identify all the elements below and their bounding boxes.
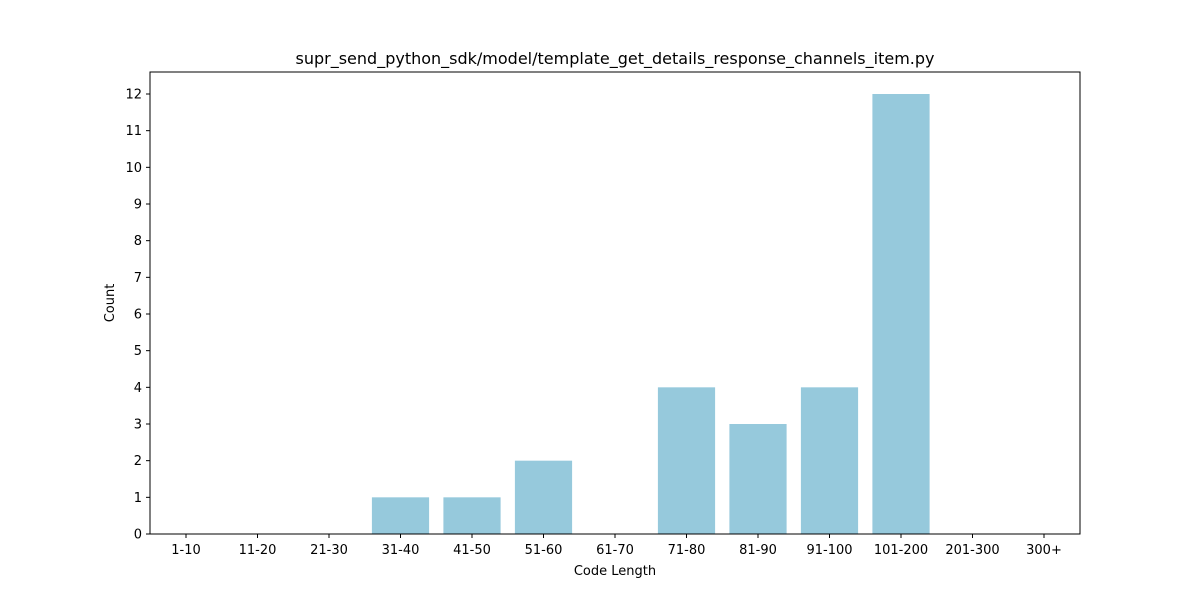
plot-frame (149, 71, 1081, 535)
y-tick-label: 6 (134, 308, 142, 323)
y-axis-label: Count (103, 284, 118, 323)
y-tick-label: 3 (134, 418, 142, 433)
bar-31-40 (371, 497, 430, 534)
y-tick-label: 12 (125, 88, 142, 103)
x-tick-label: 41-50 (453, 543, 491, 558)
y-tick-label: 5 (134, 344, 142, 359)
bars-group (371, 94, 930, 534)
x-axis-ticks: 1-10 11-20 21-30 31-40 41-50 51-60 61-70 71-80 8… (171, 534, 1062, 558)
bar-101-200 (872, 94, 930, 534)
x-tick-label: 11-20 (239, 543, 277, 558)
y-tick-label: 11 (125, 124, 142, 139)
x-tick-label: 91-100 (806, 543, 852, 558)
y-tick-label: 7 (134, 271, 142, 286)
x-tick-label: 81-90 (739, 543, 777, 558)
y-tick-label: 10 (125, 161, 142, 176)
x-tick-label: 31-40 (382, 543, 420, 558)
bar-51-60 (514, 460, 573, 534)
x-tick-label: 71-80 (668, 543, 706, 558)
chart-title: supr_send_python_sdk/model/template_get_… (296, 49, 935, 69)
y-tick-label: 1 (134, 491, 142, 506)
x-axis-label: Code Length (574, 564, 656, 579)
bar-81-90 (729, 424, 787, 534)
bar-41-50 (443, 497, 501, 534)
x-tick-label: 201-300 (945, 543, 999, 558)
bar-71-80 (657, 387, 716, 534)
y-tick-label: 8 (134, 234, 142, 249)
x-tick-label: 101-200 (874, 543, 928, 558)
x-tick-label: 300+ (1026, 543, 1062, 558)
x-tick-label: 1-10 (171, 543, 201, 558)
x-tick-label: 51-60 (525, 543, 563, 558)
y-tick-label: 2 (134, 454, 142, 469)
x-tick-label: 21-30 (310, 543, 348, 558)
y-tick-label: 0 (134, 528, 142, 543)
y-tick-label: 9 (134, 198, 142, 213)
x-tick-label: 61-70 (596, 543, 634, 558)
y-tick-label: 4 (134, 381, 142, 396)
bar-91-100 (800, 387, 859, 534)
